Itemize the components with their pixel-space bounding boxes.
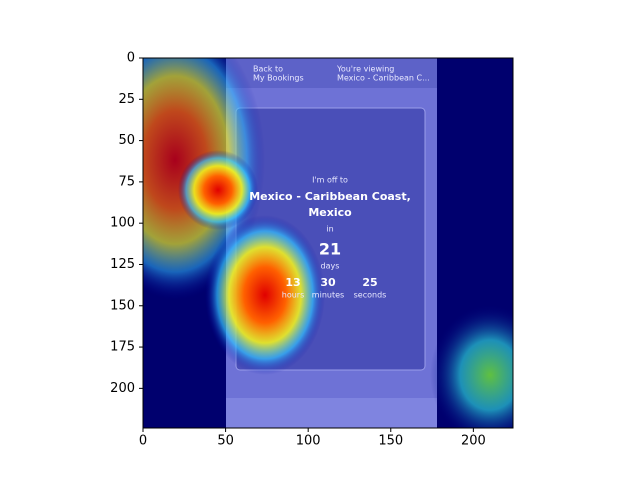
y-tick-label: 200 <box>110 381 135 396</box>
x-tick-label: 100 <box>296 434 321 449</box>
days-value: 21 <box>319 240 341 259</box>
viewing-label: You're viewing <box>336 65 394 74</box>
heatmap <box>143 58 513 428</box>
hours-label: hours <box>282 291 305 300</box>
y-tick-label: 75 <box>118 174 135 189</box>
y-tick-label: 50 <box>118 133 135 148</box>
y-tick-label: 175 <box>110 340 135 355</box>
days-label: days <box>321 262 340 271</box>
x-tick-label: 0 <box>139 434 147 449</box>
y-tick-label: 25 <box>118 92 135 107</box>
axes-frame <box>142 57 514 429</box>
x-tick-label: 200 <box>461 434 486 449</box>
back-target[interactable]: My Bookings <box>253 74 304 83</box>
hours-value: 13 <box>285 276 300 289</box>
destination: Mexico <box>308 206 352 219</box>
intro: I'm off to <box>312 176 348 185</box>
seconds-value: 25 <box>362 276 377 289</box>
y-tick-label: 125 <box>110 257 135 272</box>
y-tick-label: 100 <box>110 216 135 231</box>
y-tick-label: 150 <box>110 298 135 313</box>
x-tick-label: 150 <box>378 434 403 449</box>
y-tick-label: 0 <box>127 51 135 66</box>
seconds-label: seconds <box>354 291 387 300</box>
minutes-value: 30 <box>320 276 336 289</box>
in-label: in <box>326 225 333 234</box>
minutes-label: minutes <box>312 291 344 300</box>
back-label: Back to <box>253 65 283 74</box>
screenshot-text: Back to My Bookings You're viewing Mexic… <box>249 65 430 300</box>
viewing-target: Mexico - Caribbean C... <box>337 74 430 83</box>
x-tick-label: 50 <box>217 434 234 449</box>
destination: Mexico - Caribbean Coast, <box>249 190 411 203</box>
